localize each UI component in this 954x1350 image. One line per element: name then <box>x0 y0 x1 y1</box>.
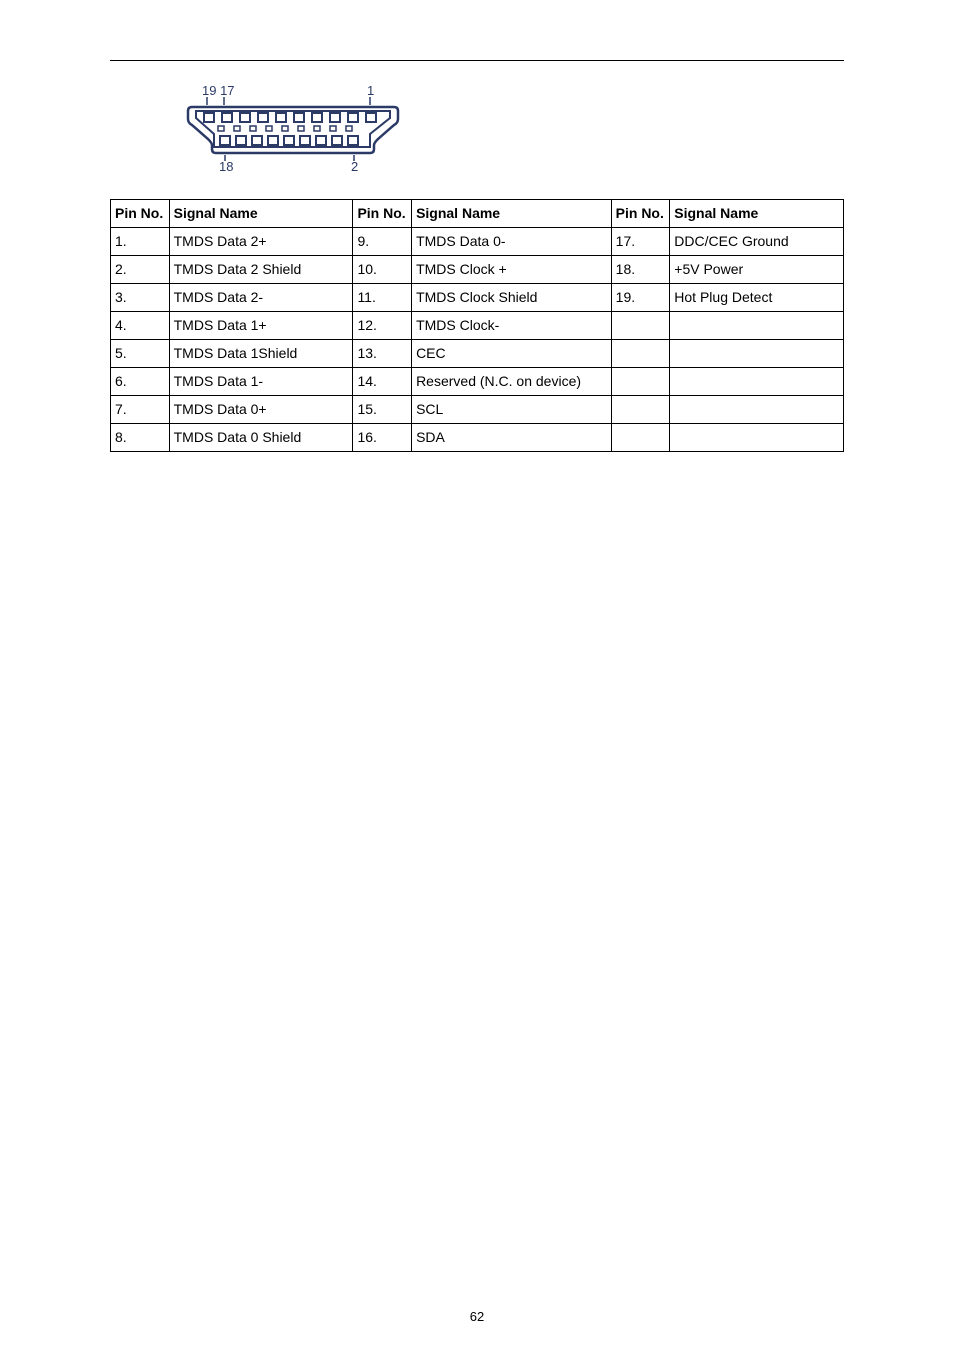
cell-pin: 3. <box>111 284 170 312</box>
pin-label-2: 2 <box>351 159 358 173</box>
header-sig-1: Signal Name <box>169 200 353 228</box>
cell-sig: TMDS Data 0- <box>412 228 612 256</box>
cell-pin <box>611 340 670 368</box>
cell-pin: 9. <box>353 228 412 256</box>
cell-sig: TMDS Data 1- <box>169 368 353 396</box>
pin-row-bottom <box>220 136 358 145</box>
cell-sig <box>670 312 844 340</box>
cell-sig: TMDS Clock + <box>412 256 612 284</box>
cell-sig: SDA <box>412 424 612 452</box>
cell-sig: TMDS Data 0+ <box>169 396 353 424</box>
cell-sig <box>670 424 844 452</box>
table-row: 3. TMDS Data 2- 11. TMDS Clock Shield 19… <box>111 284 844 312</box>
cell-pin: 15. <box>353 396 412 424</box>
cell-pin: 11. <box>353 284 412 312</box>
cell-sig: Reserved (N.C. on device) <box>412 368 612 396</box>
cell-sig: TMDS Data 2+ <box>169 228 353 256</box>
pin-row-mid <box>218 126 352 131</box>
connector-diagram: 19 17 1 <box>184 83 844 173</box>
header-pin-3: Pin No. <box>611 200 670 228</box>
cell-pin: 6. <box>111 368 170 396</box>
pin-row-top <box>204 113 376 122</box>
page-number: 62 <box>0 1309 954 1324</box>
table-row: 5. TMDS Data 1Shield 13. CEC <box>111 340 844 368</box>
table-header-row: Pin No. Signal Name Pin No. Signal Name … <box>111 200 844 228</box>
cell-pin: 10. <box>353 256 412 284</box>
pin-label-1: 1 <box>367 83 374 98</box>
header-pin-1: Pin No. <box>111 200 170 228</box>
cell-sig <box>670 396 844 424</box>
cell-pin: 8. <box>111 424 170 452</box>
header-pin-2: Pin No. <box>353 200 412 228</box>
cell-sig: TMDS Clock- <box>412 312 612 340</box>
cell-sig: +5V Power <box>670 256 844 284</box>
cell-sig: DDC/CEC Ground <box>670 228 844 256</box>
pin-label-18: 18 <box>219 159 233 173</box>
cell-sig: CEC <box>412 340 612 368</box>
cell-pin: 1. <box>111 228 170 256</box>
hdmi-connector-icon: 19 17 1 <box>184 83 414 173</box>
cell-sig: TMDS Data 2- <box>169 284 353 312</box>
cell-pin: 16. <box>353 424 412 452</box>
header-sig-3: Signal Name <box>670 200 844 228</box>
cell-pin: 19. <box>611 284 670 312</box>
horizontal-rule <box>110 60 844 61</box>
pinout-table: Pin No. Signal Name Pin No. Signal Name … <box>110 199 844 452</box>
table-row: 6. TMDS Data 1- 14. Reserved (N.C. on de… <box>111 368 844 396</box>
cell-sig: TMDS Data 0 Shield <box>169 424 353 452</box>
cell-pin <box>611 396 670 424</box>
cell-sig: Hot Plug Detect <box>670 284 844 312</box>
cell-pin: 13. <box>353 340 412 368</box>
cell-pin: 7. <box>111 396 170 424</box>
cell-pin <box>611 424 670 452</box>
cell-pin: 4. <box>111 312 170 340</box>
table-row: 1. TMDS Data 2+ 9. TMDS Data 0- 17. DDC/… <box>111 228 844 256</box>
table-row: 8. TMDS Data 0 Shield 16. SDA <box>111 424 844 452</box>
cell-sig <box>670 340 844 368</box>
cell-sig: TMDS Data 1Shield <box>169 340 353 368</box>
table-row: 7. TMDS Data 0+ 15. SCL <box>111 396 844 424</box>
cell-pin: 12. <box>353 312 412 340</box>
cell-pin: 14. <box>353 368 412 396</box>
pin-label-19-17: 19 17 <box>202 83 235 98</box>
cell-pin: 2. <box>111 256 170 284</box>
cell-sig: TMDS Data 1+ <box>169 312 353 340</box>
table-row: 4. TMDS Data 1+ 12. TMDS Clock- <box>111 312 844 340</box>
cell-pin: 5. <box>111 340 170 368</box>
cell-sig: TMDS Data 2 Shield <box>169 256 353 284</box>
cell-pin <box>611 312 670 340</box>
header-sig-2: Signal Name <box>412 200 612 228</box>
cell-pin <box>611 368 670 396</box>
cell-sig: SCL <box>412 396 612 424</box>
cell-sig <box>670 368 844 396</box>
cell-sig: TMDS Clock Shield <box>412 284 612 312</box>
page: 19 17 1 <box>0 0 954 1350</box>
cell-pin: 18. <box>611 256 670 284</box>
cell-pin: 17. <box>611 228 670 256</box>
table-row: 2. TMDS Data 2 Shield 10. TMDS Clock + 1… <box>111 256 844 284</box>
